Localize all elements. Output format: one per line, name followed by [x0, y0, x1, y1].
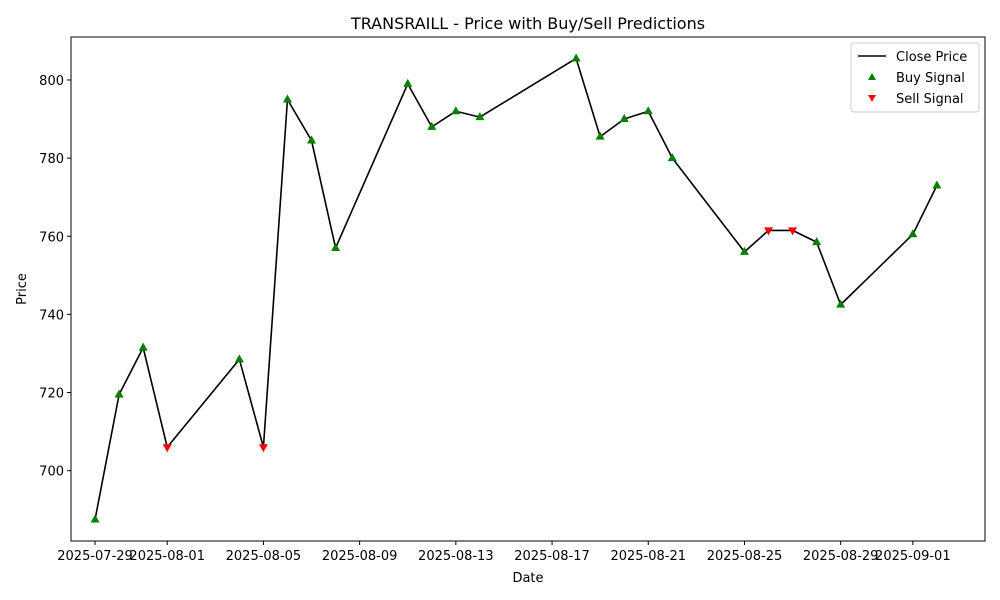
x-tick-label: 2025-08-13	[418, 549, 494, 564]
buy-signal-marker	[475, 112, 485, 121]
x-tick-label: 2025-08-05	[226, 549, 302, 564]
buy-signal-marker	[739, 246, 749, 255]
legend: Close Price Buy Signal Sell Signal	[850, 42, 980, 113]
x-tick-label: 2025-08-01	[129, 549, 205, 564]
buy-signal-marker	[571, 53, 581, 62]
x-tick-label: 2025-07-29	[57, 549, 133, 564]
buy-signal-marker	[812, 237, 822, 246]
axes-frame	[70, 36, 986, 542]
buy-signal-marker	[234, 354, 244, 363]
legend-box	[850, 42, 980, 113]
buy-signal-marker	[643, 106, 653, 115]
buy-signal-marker	[595, 131, 605, 140]
legend-buy-signal-label: Buy Signal	[896, 71, 965, 86]
x-tick-label: 2025-08-29	[803, 549, 879, 564]
y-tick-label: 700	[39, 465, 64, 480]
y-tick-label: 760	[39, 230, 64, 245]
buy-signal-marker	[667, 153, 677, 162]
buy-signal-marker	[307, 135, 317, 144]
sell-signal-marker	[162, 444, 172, 453]
buy-signal-marker	[619, 114, 629, 123]
legend-close-price-label: Close Price	[896, 50, 967, 65]
y-tick-label: 740	[39, 308, 64, 323]
plot-area	[90, 53, 942, 523]
buy-signal-marker	[908, 229, 918, 238]
x-tick-label: 2025-08-17	[514, 549, 590, 564]
buy-signal-marker	[403, 78, 413, 87]
buy-signal-marker	[114, 389, 124, 398]
x-tick-label: 2025-08-09	[322, 549, 398, 564]
y-tick-label: 780	[39, 152, 64, 167]
buy-signal-marker	[90, 514, 100, 523]
y-axis: 700 720 740 760 780 800	[39, 74, 71, 480]
sell-signal-marker	[258, 444, 268, 453]
y-tick-label: 720	[39, 387, 64, 402]
x-axis-label: Date	[512, 571, 543, 586]
buy-signal-marker	[138, 342, 148, 351]
buy-signal-marker	[836, 299, 846, 308]
buy-signal-marker	[282, 94, 292, 103]
buy-signal-marker	[427, 121, 437, 130]
legend-sell-signal-marker	[868, 95, 876, 102]
x-tick-label: 2025-09-01	[875, 549, 951, 564]
buy-signal-marker	[932, 180, 942, 189]
y-tick-label: 800	[39, 74, 64, 89]
y-axis-label: Price	[15, 273, 30, 305]
buy-signal-marker	[451, 106, 461, 115]
x-tick-label: 2025-08-25	[707, 549, 783, 564]
sell-signal-marker	[764, 227, 774, 236]
chart-title: TRANSRAILL - Price with Buy/Sell Predict…	[350, 14, 705, 33]
sell-signal-marker	[788, 227, 798, 236]
legend-buy-signal-marker	[868, 73, 876, 80]
x-tick-label: 2025-08-21	[610, 549, 686, 564]
buy-signal-marker	[331, 242, 341, 251]
legend-sell-signal-label: Sell Signal	[896, 92, 964, 107]
